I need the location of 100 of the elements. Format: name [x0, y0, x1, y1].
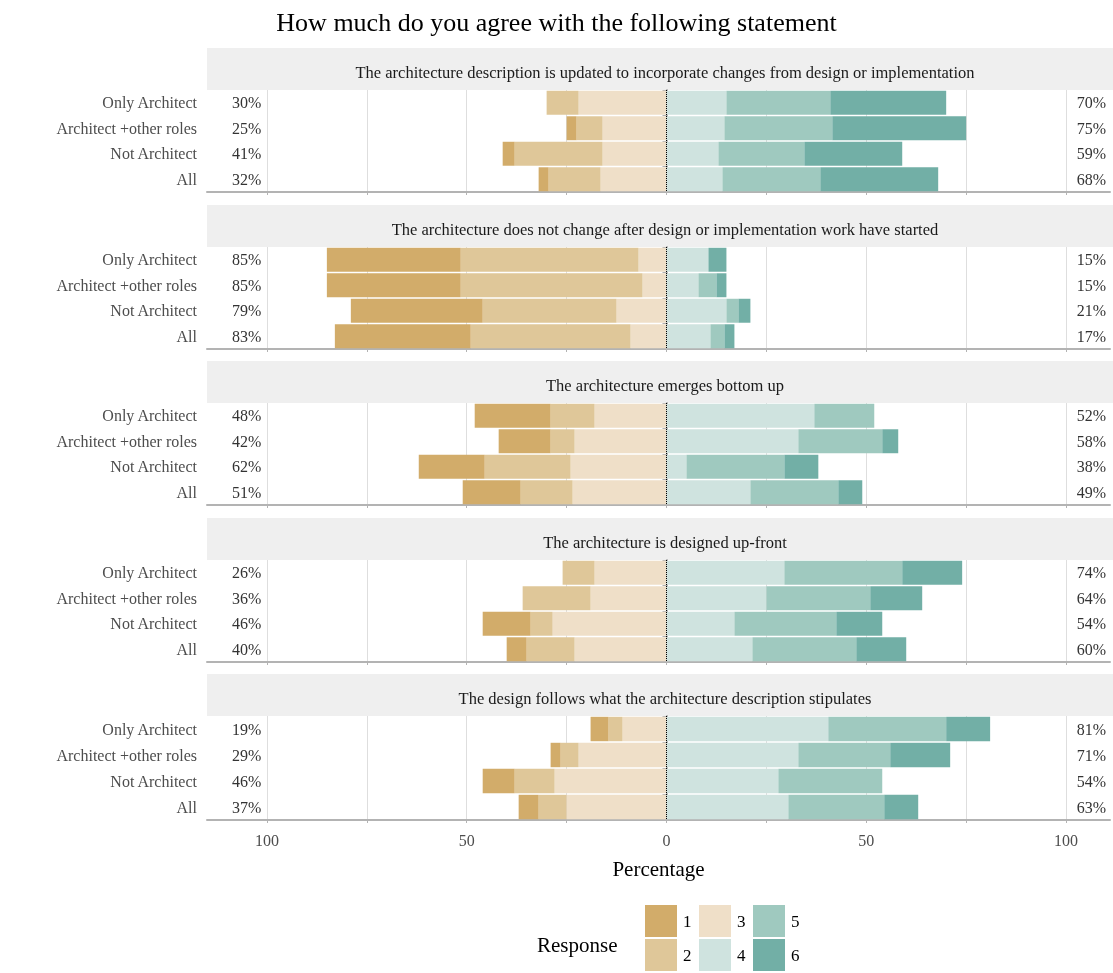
bar — [538, 794, 567, 820]
bar — [788, 794, 885, 820]
annotation: 83% — [232, 327, 262, 345]
chart-subtitle: The architecture description is updated to incorporate changes from design or implementation — [355, 63, 975, 82]
annotation: 58% — [1076, 432, 1106, 450]
legend-label: 5 — [791, 911, 800, 931]
annotation: 46% — [232, 614, 262, 632]
annotation: 15% — [1076, 250, 1106, 268]
bar — [502, 141, 515, 166]
annotation: 75% — [1076, 119, 1106, 137]
annotation: 70% — [1076, 94, 1106, 112]
bar — [566, 794, 667, 820]
chart-title: The design follows what the architecture description stipulates — [458, 689, 872, 708]
y-tick-label: Not Architect — [110, 301, 198, 319]
annotation: 81% — [1076, 720, 1106, 738]
y-tick-label: Only Architect — [102, 250, 198, 269]
bar — [666, 742, 799, 768]
legend-title: Response — [537, 932, 618, 957]
bar — [726, 298, 739, 323]
annotation: 37% — [232, 798, 262, 816]
bar — [608, 716, 623, 742]
chart-title: The architecture does not change after design or implementation work have started — [391, 219, 940, 239]
bar — [946, 716, 991, 742]
bar — [482, 768, 515, 794]
annotation: 62% — [232, 458, 262, 476]
annotation: 36% — [232, 589, 262, 607]
bar — [666, 794, 789, 820]
annotation: 29% — [232, 746, 262, 764]
legend-label: 4 — [737, 945, 746, 965]
y-tick-label: Not Architect — [110, 458, 198, 476]
annotation: 42% — [232, 432, 262, 450]
y-tick-label: Not Architect — [110, 772, 198, 790]
bar — [778, 768, 883, 794]
y-tick-label: Architect +other roles — [56, 589, 197, 607]
x-tick-label: 50 — [458, 831, 475, 849]
annotation: 19% — [232, 720, 262, 738]
legend-label: 3 — [737, 911, 746, 931]
annotation: 54% — [1076, 772, 1106, 790]
annotation: 85% — [232, 250, 262, 268]
bar — [798, 742, 891, 768]
bar — [738, 298, 751, 323]
chart-title: The architecture emerges bottom up — [546, 376, 784, 395]
y-tick-label: Architect +other roles — [56, 276, 197, 294]
bar — [514, 768, 555, 794]
annotation: 68% — [1076, 170, 1106, 188]
annotation: 48% — [232, 407, 262, 425]
bar — [622, 716, 667, 742]
bar — [538, 167, 549, 192]
y-tick-label: Architect +other roles — [56, 746, 197, 764]
annotation: 85% — [232, 276, 262, 294]
y-tick-label: All — [176, 640, 198, 658]
bar — [710, 323, 725, 348]
y-tick-label: Only Architect — [102, 563, 198, 582]
annotation: 30% — [232, 94, 262, 112]
bar — [698, 272, 717, 297]
bar — [784, 454, 819, 479]
annotation: 60% — [1076, 640, 1106, 658]
annotation: 49% — [1076, 483, 1106, 501]
y-tick-label: All — [176, 483, 198, 501]
y-tick-label: Architect +other roles — [56, 432, 197, 450]
x-tick-label: 0 — [662, 831, 671, 849]
bar — [828, 716, 947, 742]
annotation: 32% — [232, 170, 262, 188]
bar — [890, 742, 951, 768]
legend-label: 6 — [791, 945, 800, 965]
y-tick-label: Only Architect — [102, 720, 198, 739]
annotation: 51% — [232, 483, 262, 501]
chart-title: The architecture is designed up-front — [543, 532, 788, 552]
bar — [560, 742, 579, 768]
annotation: 17% — [1076, 327, 1106, 345]
x-tick-label: 50 — [858, 831, 875, 849]
y-tick-label: All — [176, 327, 198, 345]
y-tick-label: Architect +other roles — [56, 119, 197, 137]
annotation: 52% — [1076, 407, 1106, 425]
y-tick-label: All — [176, 170, 198, 188]
annotation: 71% — [1076, 746, 1106, 764]
annotation: 25% — [232, 119, 262, 137]
legend-label: 2 — [683, 945, 692, 965]
bar — [550, 742, 561, 768]
annotation: 79% — [232, 301, 262, 319]
annotation: 63% — [1076, 798, 1106, 816]
annotation: 38% — [1076, 458, 1106, 476]
annotation: 54% — [1076, 614, 1106, 632]
bar — [590, 716, 609, 742]
chart-title: How much do you agree with the following statement — [276, 7, 838, 37]
bar — [554, 768, 667, 794]
bar — [566, 116, 577, 141]
annotation: 21% — [1076, 301, 1106, 319]
y-tick-label: Only Architect — [102, 407, 198, 426]
bar — [882, 429, 899, 454]
x-axis-title: Percentage — [612, 856, 705, 881]
annotation: 26% — [232, 563, 262, 581]
annotation: 59% — [1076, 145, 1106, 163]
annotation: 64% — [1076, 589, 1106, 607]
y-tick-label: Not Architect — [110, 614, 198, 632]
annotation: 15% — [1076, 276, 1106, 294]
bar — [578, 742, 667, 768]
bar — [666, 768, 779, 794]
x-tick-label: 100 — [254, 831, 279, 849]
annotation: 46% — [232, 772, 262, 790]
